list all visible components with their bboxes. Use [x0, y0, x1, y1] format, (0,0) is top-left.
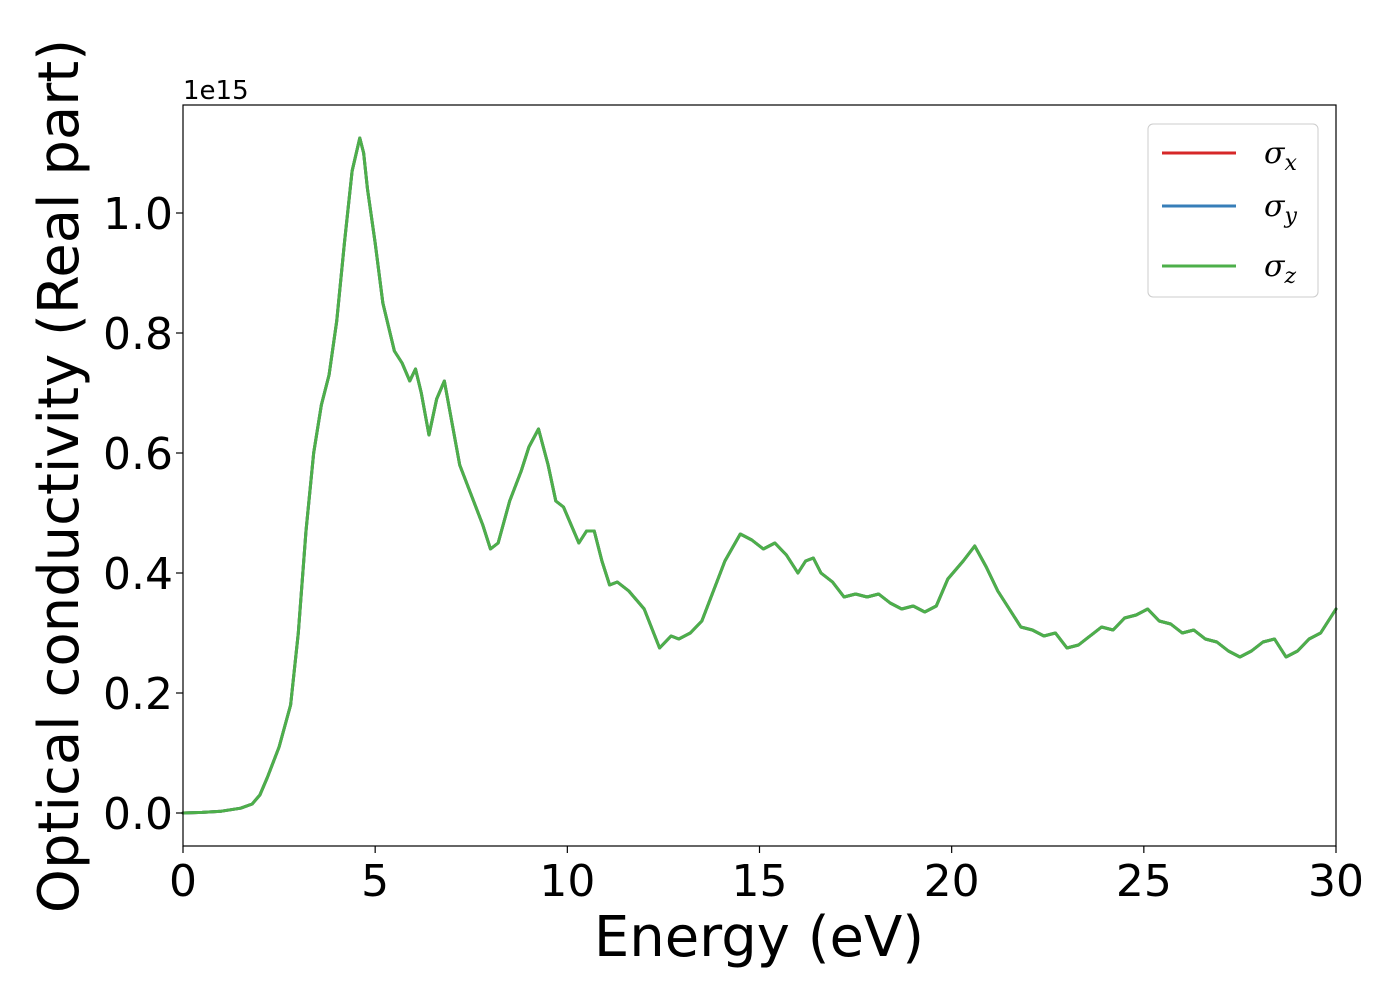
- legend-label-y: σy: [1264, 189, 1297, 229]
- x-tick-label: 20: [924, 856, 980, 907]
- x-tick-label: 10: [539, 856, 595, 907]
- y-axis-label: Optical conductivity (Real part): [27, 39, 92, 913]
- y-offset-label: 1e15: [183, 76, 249, 106]
- series-layer: [181, 136, 1338, 815]
- x-tick-label: 5: [361, 856, 389, 907]
- x-tick-label: 30: [1308, 856, 1364, 907]
- y-tick-label: 0.6: [103, 429, 173, 480]
- y-axis: 0.0 0.2 0.4 0.6 0.8 1.0: [103, 189, 183, 840]
- x-tick-label: 25: [1116, 856, 1172, 907]
- x-tick-label: 15: [732, 856, 788, 907]
- y-tick-label: 0.2: [103, 669, 173, 720]
- y-tick-label: 0.0: [103, 789, 173, 840]
- legend-label-z: σz: [1264, 249, 1296, 289]
- y-tick-label: 0.4: [103, 549, 173, 600]
- series-line-z: [181, 136, 1338, 815]
- y-tick-label: 1.0: [103, 189, 173, 240]
- legend: σx σy σz: [1147, 123, 1319, 298]
- x-axis-label: Energy (eV): [594, 905, 924, 970]
- legend-box: [1147, 123, 1319, 298]
- x-axis: 0 5 10 15 20 25 30: [169, 846, 1364, 907]
- y-tick-label: 0.8: [103, 309, 173, 360]
- legend-label-x: σx: [1264, 136, 1297, 176]
- x-tick-label: 0: [169, 856, 197, 907]
